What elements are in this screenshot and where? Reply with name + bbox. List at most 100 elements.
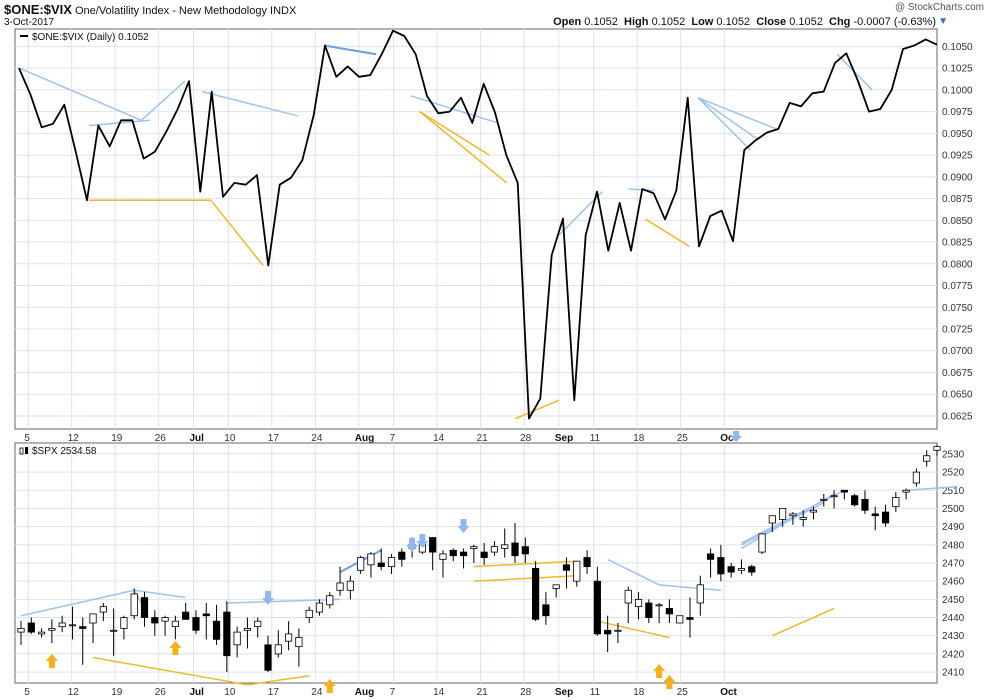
date-tick-label-top: 28 — [520, 433, 532, 444]
vix-y-tick-label: 0.1025 — [942, 64, 973, 75]
spx-y-tick-label: 2440 — [942, 613, 965, 624]
spx-candle-body — [542, 604, 550, 617]
spx-signal-arrows — [45, 431, 743, 693]
spx-y-tick-label: 2460 — [942, 577, 965, 588]
spx-candle-body — [110, 629, 118, 632]
spx-y-tick-label: 2410 — [942, 668, 965, 679]
spx-candle-body — [27, 622, 35, 633]
date-tick-label-top: 12 — [68, 433, 80, 444]
spx-trendline — [92, 656, 248, 686]
spx-candle-body — [367, 553, 375, 566]
spx-trendline — [226, 598, 341, 604]
buy-signal-up-arrow — [45, 654, 58, 668]
spx-candle-body — [305, 609, 313, 618]
buy-signal-up-arrow — [323, 679, 336, 693]
chg-label: Chg — [829, 16, 851, 28]
vix-trendline — [140, 80, 186, 121]
spx-candle-body — [202, 613, 210, 617]
vix-trendline — [410, 95, 499, 124]
chart-date: 3-Oct-2017 — [4, 17, 55, 28]
spx-candle-body — [212, 620, 221, 640]
spx-candle-body — [480, 551, 488, 558]
date-tick-label-bottom: Sep — [555, 687, 573, 698]
vix-trendline — [645, 218, 690, 248]
spx-candle-body — [192, 617, 200, 631]
date-tick-label-top: 21 — [477, 433, 489, 444]
spx-candle-body — [254, 620, 262, 628]
spx-candle-body — [377, 562, 385, 568]
vix-y-tick-label: 0.0650 — [942, 390, 973, 401]
date-tick-label-top: Aug — [355, 433, 374, 444]
spx-candle-body — [706, 553, 715, 560]
vix-trendline — [19, 67, 142, 121]
date-tick-label-top: 5 — [24, 433, 30, 444]
spx-candle-body — [521, 546, 529, 555]
spx-candle-body — [593, 580, 601, 635]
spx-candle-body — [604, 629, 612, 635]
date-tick-label-bottom: 28 — [520, 687, 532, 698]
open-value: 0.1052 — [584, 16, 618, 28]
spx-y-tick-label: 2470 — [942, 559, 965, 570]
date-tick-label-bottom: 19 — [111, 687, 123, 698]
vix-legend-swatch — [20, 35, 28, 37]
date-tick-label-bottom: 5 — [24, 687, 30, 698]
spx-candle-body — [439, 553, 447, 560]
spx-candle-body — [871, 513, 879, 517]
vix-grid — [15, 29, 937, 429]
date-tick-label-top: 17 — [268, 433, 280, 444]
spx-candle-body — [881, 511, 890, 524]
copyright: @ StockCharts.com — [894, 2, 984, 13]
chg-value: -0.0007 (-0.63%) — [853, 16, 936, 28]
vix-price-line — [18, 29, 938, 420]
spx-y-tick-label: 2490 — [942, 522, 965, 533]
vix-y-tick-label: 0.1000 — [942, 85, 973, 96]
spx-candle-body — [645, 602, 653, 618]
sell-signal-down-arrow — [457, 519, 470, 533]
spx-trendline — [473, 560, 577, 568]
spx-candle-body — [490, 546, 499, 553]
vix-y-tick-label: 0.0625 — [942, 411, 973, 422]
spx-candle-body — [562, 564, 571, 571]
spx-candle-body — [655, 604, 663, 607]
date-tick-label-bottom: 7 — [390, 687, 396, 698]
spx-candle-body — [58, 622, 66, 628]
high-value: 0.1052 — [651, 16, 686, 28]
index-name: One/Volatility Index - New Methodology — [74, 5, 267, 17]
vix-y-tick-label: 0.0825 — [942, 238, 973, 249]
spx-y-tick-label: 2520 — [942, 468, 965, 479]
sell-signal-down-arrow — [730, 431, 743, 442]
spx-candle-body — [182, 611, 190, 620]
spx-candle-body — [264, 644, 272, 671]
chart-header-row1: $ONE:$VIX One/Volatility Index - New Met… — [4, 2, 296, 17]
vix-y-tick-label: 0.0775 — [942, 281, 973, 292]
close-value: 0.1052 — [789, 16, 823, 28]
low-label: Low — [691, 16, 714, 28]
spx-candle-body — [583, 557, 591, 568]
spx-candle-body — [79, 626, 87, 629]
spx-candle-body — [717, 557, 725, 575]
spx-candlesticks — [17, 444, 941, 673]
dropdown-arrow-icon[interactable]: ▼ — [938, 16, 948, 27]
spx-y-tick-label: 2430 — [942, 631, 965, 642]
spx-candle-body — [511, 542, 519, 557]
spx-candle-body — [140, 597, 149, 618]
date-tick-label-top: 11 — [590, 433, 601, 444]
spx-legend: $SPX 2534.58 — [32, 446, 97, 457]
spx-y-tick-label: 2420 — [942, 649, 965, 660]
spx-candle-body — [171, 620, 179, 628]
spx-candle-body — [912, 471, 921, 484]
spx-candle-body — [696, 584, 704, 604]
spx-candle-body — [923, 455, 931, 462]
buy-signal-up-arrow — [169, 641, 182, 655]
symbol: $ONE:$VIX — [4, 2, 72, 17]
date-tick-label-top: 19 — [111, 433, 123, 444]
spx-candle-body — [552, 584, 560, 589]
spx-candle-body — [809, 509, 818, 513]
date-tick-label-bottom: 26 — [155, 687, 167, 698]
spx-candle-body — [151, 617, 159, 624]
vix-legend: $ONE:$VIX (Daily) 0.1052 — [32, 32, 149, 43]
spx-y-axis: 2410 2420 2430 2440 2450 2460 2470 2480 2490 2500… — [942, 449, 965, 678]
date-tick-label-bottom: 18 — [633, 687, 645, 698]
vix-trendline — [419, 111, 508, 184]
spx-y-tick-label: 2450 — [942, 595, 965, 606]
